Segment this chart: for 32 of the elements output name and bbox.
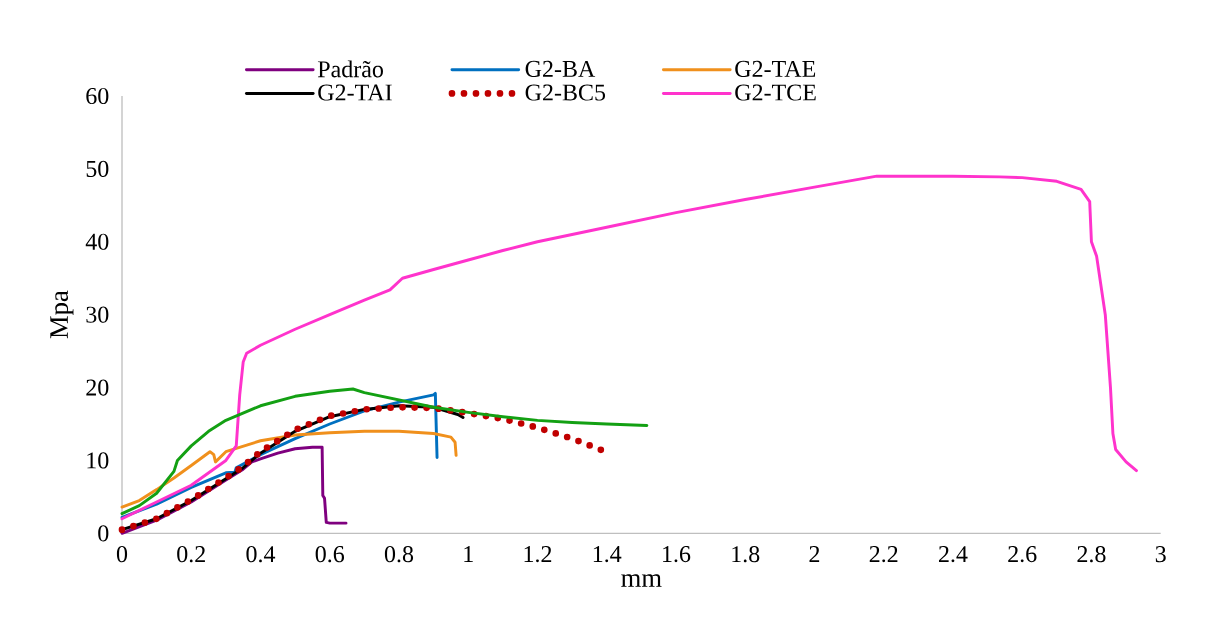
y-tick-label: 60 [86, 87, 109, 105]
y-axis-title: Mpa [50, 290, 74, 339]
legend-label: G2-TCE [735, 84, 816, 101]
x-tick-label: 1 [464, 546, 473, 562]
y-tick-label: 30 [86, 306, 109, 323]
x-tick-label: 0.4 [246, 546, 276, 563]
x-tick-label: 2.2 [869, 546, 898, 563]
x-tick-label: 1.8 [732, 546, 760, 563]
line-series [120, 429, 458, 509]
y-tick-label: 0 [98, 525, 109, 542]
legend-label: G2-TAE [735, 60, 816, 77]
x-tick-label: 2.6 [1008, 546, 1037, 563]
x-tick-label: 2.4 [938, 546, 968, 563]
y-tick-label: 20 [86, 379, 109, 396]
legend-label: G2-TAI [318, 84, 392, 101]
y-tick-label: 50 [86, 160, 109, 177]
x-axis-title: mm [621, 574, 662, 587]
x-tick-label: 1.4 [593, 546, 622, 563]
x-tick-label: 2 [809, 546, 820, 562]
x-tick-label: 2.8 [1077, 546, 1106, 563]
x-tick-label: 0.2 [177, 546, 205, 563]
x-tick-label: 1.2 [524, 546, 552, 563]
y-tick-label: 10 [87, 452, 109, 469]
x-tick-label: 1.6 [663, 546, 691, 563]
legend-label: G2-BA [525, 60, 596, 77]
legend-label: Padrão [317, 60, 383, 78]
x-tick-label: 0.6 [315, 546, 345, 563]
x-tick-label: 0 [116, 546, 128, 563]
x-tick-label: 0.8 [384, 546, 414, 563]
y-tick-label: 40 [85, 233, 109, 250]
x-tick-label: 3 [1155, 546, 1166, 563]
legend-label: G2-BC5 [525, 84, 606, 101]
